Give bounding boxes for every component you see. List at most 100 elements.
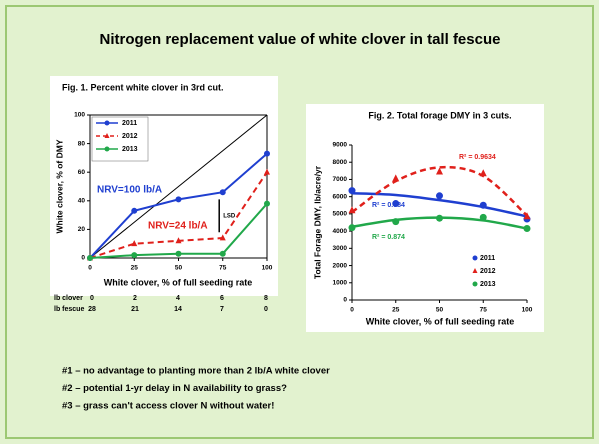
- y-axis-label: Total Forage DMY, lb/acre/yr: [312, 165, 322, 279]
- y-axis-label: White clover, % of DMY: [54, 139, 64, 233]
- x-tick-label: 0: [88, 265, 92, 272]
- table-cell: 6: [220, 295, 224, 302]
- table-cell: 14: [174, 306, 182, 313]
- legend-marker: [104, 146, 110, 152]
- data-point: [131, 240, 138, 247]
- data-point: [436, 214, 443, 222]
- annotation: NRV=24 lb/A: [148, 221, 208, 232]
- table-cell: 8: [264, 295, 268, 302]
- x-axis-label: White clover, % of full seeding rate: [366, 316, 515, 326]
- reference-line: [89, 114, 268, 259]
- data-point: [392, 218, 400, 226]
- legend-label: 2011: [480, 255, 495, 262]
- data-point: [219, 234, 226, 241]
- y-tick-label: 8000: [333, 159, 348, 166]
- table-cell: 21: [131, 306, 139, 313]
- r2-label: R² = 0.874: [372, 234, 405, 241]
- x-tick-label: 100: [262, 265, 273, 272]
- data-point: [392, 200, 400, 208]
- y-tick-label: 5000: [333, 211, 348, 218]
- data-point: [392, 174, 400, 182]
- x-tick-label: 50: [175, 265, 183, 272]
- data-point: [87, 255, 93, 261]
- y-tick-label: 9000: [333, 142, 348, 149]
- x-tick-label: 75: [219, 265, 227, 272]
- legend-label: 2011: [122, 120, 137, 127]
- data-point: [348, 187, 356, 195]
- legend-marker: [104, 120, 110, 126]
- legend-marker: [472, 281, 478, 287]
- table-cell: 0: [90, 295, 94, 302]
- trend-line: [351, 165, 528, 217]
- x-tick-label: 25: [392, 307, 400, 314]
- slide-title: Nitrogen replacement value of white clov…: [100, 31, 501, 48]
- y-tick-label: 0: [81, 255, 85, 262]
- chart-title: Fig. 2. Total forage DMY in 3 cuts.: [368, 110, 511, 120]
- data-point: [175, 196, 182, 203]
- data-point: [523, 212, 531, 220]
- x-tick-label: 25: [131, 265, 139, 272]
- data-point: [175, 237, 182, 244]
- y-tick-label: 100: [74, 112, 85, 119]
- table-cell: 2: [133, 295, 137, 302]
- legend-label: 2012: [122, 133, 138, 140]
- data-point: [264, 168, 270, 175]
- data-point: [348, 224, 356, 232]
- data-point: [523, 225, 531, 233]
- data-point: [264, 150, 270, 157]
- x-tick-label: 75: [480, 307, 488, 314]
- table-cell: 0: [264, 306, 268, 313]
- legend-label: 2013: [122, 146, 138, 153]
- lsd-label: LSD: [223, 213, 236, 219]
- r2-label: R² = 0.9634: [459, 154, 496, 161]
- note: #3 – grass can't access clover N without…: [62, 401, 274, 412]
- x-tick-label: 0: [350, 307, 354, 314]
- data-point: [436, 192, 443, 200]
- y-tick-label: 2000: [333, 262, 348, 269]
- legend-marker: [472, 255, 478, 261]
- data-point: [219, 250, 226, 257]
- y-tick-label: 60: [78, 169, 86, 176]
- r2-label: R² = 0.784: [372, 202, 405, 209]
- table-cell: 28: [88, 306, 96, 313]
- data-point: [436, 167, 443, 175]
- x-axis-label: White clover, % of full seeding rate: [104, 277, 253, 287]
- data-point: [348, 206, 356, 214]
- y-tick-label: 80: [78, 140, 86, 147]
- y-tick-label: 6000: [333, 193, 348, 200]
- trend-line: [351, 191, 528, 218]
- data-point: [131, 252, 138, 259]
- annotation: NRV=100 lb/A: [97, 185, 162, 196]
- y-tick-label: 7000: [333, 176, 348, 183]
- y-tick-label: 3000: [333, 245, 348, 252]
- data-point: [479, 213, 487, 221]
- table-row-label: lb fescue: [54, 306, 84, 313]
- table-row-label: lb clover: [54, 295, 83, 302]
- x-tick-label: 50: [436, 307, 444, 314]
- fig1-area: [50, 76, 278, 296]
- legend-label: 2013: [480, 281, 496, 288]
- y-tick-label: 20: [78, 226, 86, 233]
- legend-marker: [104, 133, 110, 138]
- data-point: [131, 207, 138, 214]
- data-point: [219, 189, 226, 196]
- table-cell: 4: [176, 295, 180, 302]
- chart-title: Fig. 1. Percent white clover in 3rd cut.: [62, 82, 224, 92]
- y-tick-label: 1000: [333, 279, 348, 286]
- data-point: [264, 200, 270, 207]
- x-tick-label: 100: [522, 307, 533, 314]
- note: #2 – potential 1-yr delay in N availabil…: [62, 383, 287, 394]
- y-tick-label: 40: [78, 198, 86, 205]
- note: #1 – no advantage to planting more than …: [62, 366, 330, 377]
- legend-marker: [472, 268, 478, 273]
- data-point: [479, 201, 487, 209]
- table-cell: 7: [220, 306, 224, 313]
- slide-border: [5, 5, 594, 439]
- legend-box: [91, 116, 149, 162]
- data-point: [479, 169, 487, 177]
- legend-label: 2012: [480, 268, 496, 275]
- y-tick-label: 0: [343, 297, 347, 304]
- y-tick-label: 4000: [333, 228, 348, 235]
- data-point: [175, 250, 182, 257]
